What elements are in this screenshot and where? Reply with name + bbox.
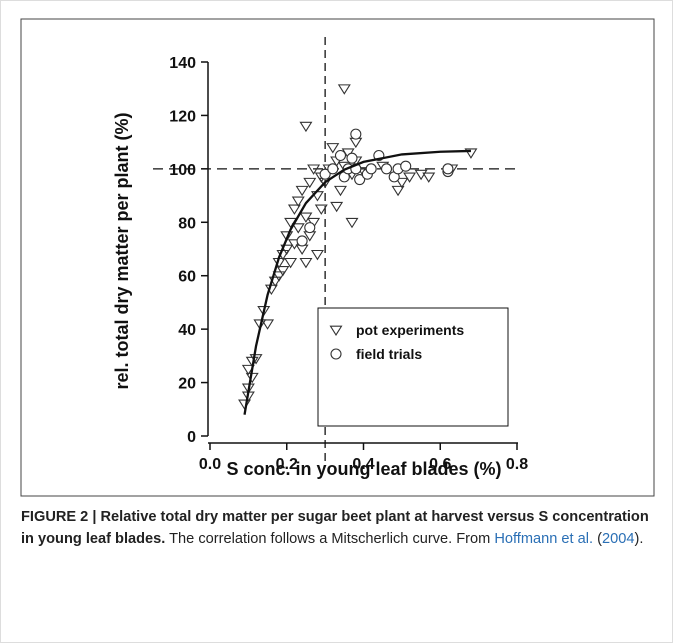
- triangle-point: [314, 204, 328, 215]
- circle-point: [296, 235, 308, 247]
- circle-point: [327, 163, 339, 175]
- y-tick-label: 120: [169, 108, 196, 125]
- circle-point: [354, 173, 366, 186]
- x-tick-label: 0.4: [352, 456, 374, 473]
- chart: S conc. in young leaf blades (%) rel. to…: [20, 18, 655, 497]
- circle-point: [350, 128, 362, 140]
- triangle-point: [307, 164, 321, 175]
- triangle-point: [299, 121, 313, 133]
- circle-point: [400, 160, 412, 172]
- triangle-point: [257, 306, 271, 317]
- triangle-point: [403, 172, 417, 183]
- y-tick-label: 40: [178, 322, 196, 339]
- circle-point: [304, 222, 316, 234]
- triangle-point: [261, 319, 275, 330]
- x-tick-label: 0.2: [276, 456, 298, 473]
- x-axis-label: S conc. in young leaf blades (%): [226, 459, 501, 479]
- triangle-point: [337, 84, 351, 95]
- figure-frame: [20, 18, 655, 497]
- triangle-point: [330, 201, 344, 213]
- triangle-point: [345, 217, 359, 229]
- triangle-point: [284, 257, 298, 269]
- y-tick-label: 20: [178, 376, 196, 393]
- triangle-point: [291, 196, 305, 207]
- triangle-point: [253, 319, 267, 330]
- circle-point: [319, 168, 331, 180]
- triangle-point: [276, 265, 290, 277]
- circle-point: [365, 163, 377, 175]
- triangle-point: [280, 231, 294, 242]
- triangle-point: [295, 185, 309, 197]
- triangle-point: [287, 239, 301, 250]
- triangle-point: [299, 257, 313, 269]
- caption-open: (: [593, 531, 602, 547]
- y-tick-label: 60: [178, 269, 196, 286]
- triangle-point: [464, 148, 478, 159]
- legend-marker: [330, 348, 342, 360]
- legend-box: [317, 307, 509, 427]
- y-tick-label: 80: [178, 215, 196, 232]
- triangle-point: [310, 249, 324, 261]
- circle-point: [380, 163, 393, 175]
- triangle-point: [291, 223, 305, 234]
- y-axis-label: rel. total dry matter per plant (%): [112, 112, 132, 389]
- triangle-point: [326, 143, 340, 154]
- x-tick-label: 0.6: [429, 456, 451, 473]
- x-tick-label: 0.8: [506, 456, 528, 473]
- triangle-point: [272, 271, 286, 282]
- y-tick-label: 140: [169, 55, 196, 72]
- y-tick-label: 100: [169, 162, 196, 179]
- y-tick-label: 0: [187, 429, 196, 446]
- triangle-point: [395, 177, 409, 189]
- circle-point: [442, 163, 454, 175]
- circle-point: [346, 152, 358, 164]
- triangle-point: [287, 204, 301, 215]
- triangle-point: [241, 383, 255, 394]
- triangle-point: [422, 172, 436, 183]
- triangle-point: [280, 244, 294, 255]
- caption-close: ).: [634, 531, 644, 547]
- citation-year[interactable]: 2004: [601, 531, 635, 547]
- legend-label: field trials: [356, 346, 422, 362]
- legend-marker: [329, 325, 343, 336]
- triangle-point: [303, 177, 317, 189]
- citation-author[interactable]: Hoffmann et al.: [494, 531, 594, 547]
- x-tick-label: 0.0: [199, 456, 221, 473]
- caption-title: FIGURE 2 | Relative total dry matter per…: [21, 509, 649, 547]
- fit-curve: [243, 149, 471, 415]
- caption-text: The correlation follows a Mitscherlich c…: [165, 531, 495, 547]
- circle-point: [334, 149, 347, 162]
- triangle-point: [333, 185, 347, 197]
- legend-label: pot experiments: [356, 322, 464, 338]
- triangle-point: [391, 185, 405, 197]
- caption: FIGURE 2 | Relative total dry matter per…: [21, 506, 651, 550]
- triangle-point: [299, 212, 313, 223]
